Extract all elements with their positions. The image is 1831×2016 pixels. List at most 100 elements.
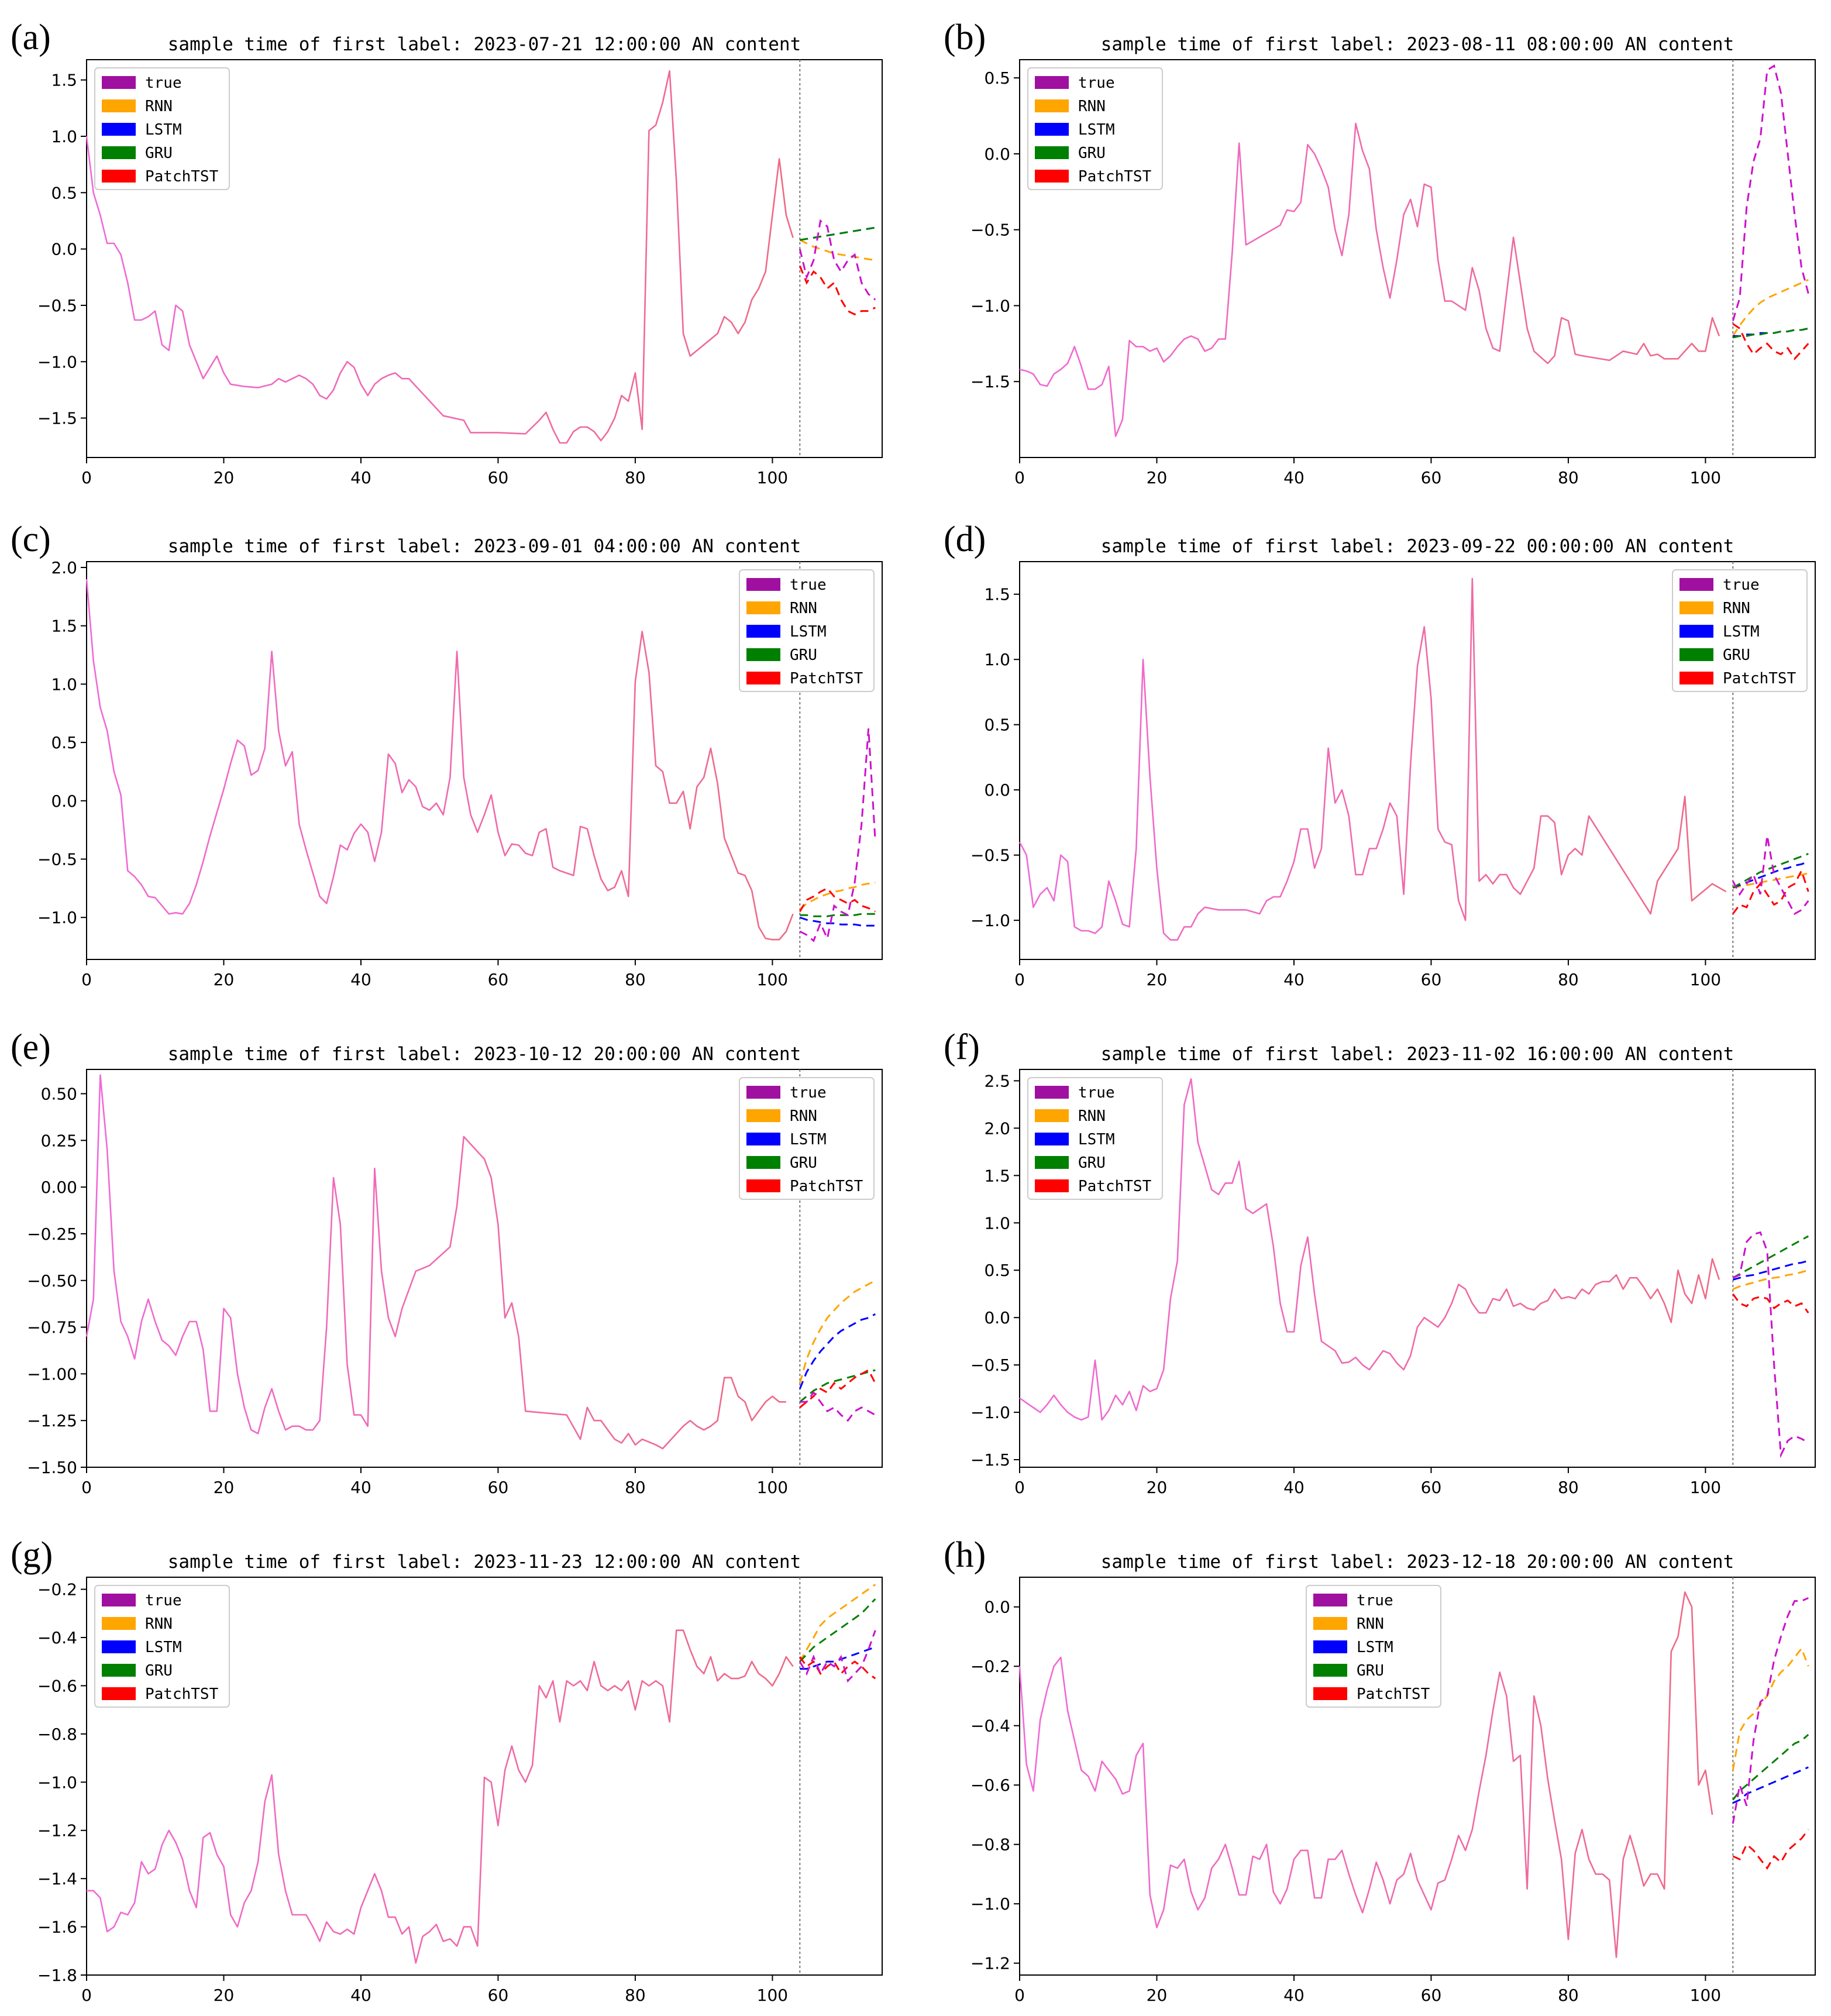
panel-c: (c) sample time of first label: 2023-09-0…	[11, 520, 883, 989]
y-tick-label: 0.50	[41, 1085, 77, 1104]
legend-swatch-rnn	[746, 601, 780, 614]
legend-swatch-true	[746, 1086, 780, 1099]
legend-label-rnn: RNN	[1078, 98, 1106, 115]
series-patchtst-line	[799, 887, 876, 913]
x-tick-label: 40	[350, 1986, 371, 2005]
axes-frame	[86, 59, 883, 458]
legend-swatch-patchtst	[1679, 672, 1713, 684]
legend-label-lstm: LSTM	[1078, 121, 1115, 139]
series-patchtst-line	[799, 1368, 876, 1408]
x-tick-label: 100	[757, 970, 788, 989]
x-tick-label: 40	[1283, 1478, 1305, 1497]
legend-label-gru: GRU	[145, 145, 173, 162]
series-true-line	[1732, 835, 1809, 916]
legend-label-rnn: RNN	[145, 1615, 173, 1633]
legend-label-lstm: LSTM	[1357, 1639, 1393, 1656]
history-line	[1018, 1591, 1713, 1958]
y-tick-label: −1.50	[27, 1458, 77, 1477]
series-patchtst-line	[1732, 323, 1809, 360]
legend-label-lstm: LSTM	[1723, 623, 1760, 641]
history-line	[1018, 577, 1727, 941]
y-tick-label: 0.0	[984, 145, 1010, 164]
legend-label-rnn: RNN	[1357, 1615, 1384, 1633]
y-tick-label: −0.6	[970, 1776, 1010, 1795]
y-tick-label: 1.5	[984, 1166, 1010, 1185]
x-tick-label: 20	[214, 1986, 235, 2005]
series-patchtst-line	[1732, 868, 1809, 914]
panel-f: (f) sample time of first label: 2023-11-0…	[944, 1027, 1816, 1497]
panel-label: (c)	[11, 520, 51, 559]
legend-label-patchtst: PatchTST	[790, 1178, 863, 1195]
y-tick-label: 0.0	[984, 1598, 1010, 1617]
legend-label-true: true	[145, 74, 182, 92]
y-tick-label: 0.5	[51, 733, 77, 752]
y-tick-label: 1.0	[51, 675, 77, 694]
y-tick-label: −0.25	[27, 1224, 77, 1244]
series-lstm-line	[800, 226, 876, 241]
y-tick-label: 1.5	[984, 585, 1010, 604]
series-true-line	[1732, 64, 1809, 321]
chart-title: sample time of first label: 2023-12-18 2…	[1101, 1551, 1734, 1573]
legend-swatch-gru	[102, 1664, 136, 1677]
chart-title: sample time of first label: 2023-10-12 2…	[168, 1044, 801, 1065]
series-gru-line	[1732, 1733, 1809, 1801]
y-tick-label: −0.8	[970, 1835, 1010, 1855]
series-lstm-line	[799, 1313, 876, 1389]
panel-label: (e)	[11, 1027, 51, 1067]
series-lstm-line	[1732, 861, 1809, 889]
x-tick-label: 0	[1014, 1986, 1025, 2005]
legend-label-lstm: LSTM	[145, 1639, 182, 1656]
history-line	[1019, 122, 1720, 438]
legend-swatch-gru	[746, 1156, 780, 1169]
series-gru-line	[1732, 853, 1809, 889]
legend-label-gru: GRU	[1078, 145, 1106, 162]
history-line	[85, 579, 794, 941]
legend-swatch-gru	[1313, 1664, 1347, 1677]
x-tick-label: 100	[757, 468, 788, 487]
y-tick-label: −1.0	[970, 911, 1010, 930]
y-tick-label: −1.5	[37, 409, 77, 428]
legend: true RNN LSTM GRU PatchTST	[94, 1585, 230, 1708]
legend-label-lstm: LSTM	[1078, 1131, 1115, 1148]
axes-frame	[86, 1069, 883, 1468]
y-tick-label: 1.5	[51, 617, 77, 636]
y-tick-label: −1.0	[970, 296, 1010, 315]
y-tick-label: −1.25	[27, 1411, 77, 1430]
legend-swatch-rnn	[102, 1617, 136, 1630]
x-tick-label: 60	[1421, 1478, 1442, 1497]
legend-swatch-patchtst	[746, 1179, 780, 1192]
y-tick-label: −0.4	[970, 1716, 1010, 1736]
legend-swatch-lstm	[746, 625, 780, 638]
x-tick-label: 20	[1147, 468, 1168, 487]
legend-swatch-lstm	[746, 1133, 780, 1145]
x-tick-label: 80	[1558, 1986, 1579, 2005]
x-tick-label: 100	[1690, 1986, 1721, 2005]
y-tick-label: −1.00	[27, 1364, 77, 1384]
legend-swatch-true	[746, 578, 780, 591]
legend-swatch-patchtst	[102, 170, 136, 183]
x-tick-label: 60	[488, 1986, 509, 2005]
legend-swatch-lstm	[1313, 1640, 1347, 1653]
y-tick-label: 0.00	[41, 1178, 77, 1197]
legend-label-patchtst: PatchTST	[1078, 168, 1152, 185]
x-tick-label: 100	[1690, 970, 1721, 989]
legend-swatch-patchtst	[1035, 170, 1069, 183]
x-tick-label: 80	[1558, 1478, 1579, 1497]
y-tick-label: −1.2	[970, 1954, 1010, 1973]
chart-title: sample time of first label: 2023-11-23 1…	[168, 1551, 801, 1573]
legend-label-true: true	[790, 576, 827, 594]
legend-swatch-gru	[746, 648, 780, 661]
y-tick-label: 1.0	[984, 650, 1010, 669]
panel-label: (a)	[11, 18, 51, 57]
axes-frame	[86, 561, 883, 960]
panel-label: (h)	[944, 1535, 986, 1575]
legend-swatch-lstm	[1035, 123, 1069, 136]
series-patchtst-line	[1732, 1293, 1809, 1313]
series-true-line	[799, 219, 876, 301]
y-tick-label: −1.5	[970, 372, 1010, 391]
legend-label-rnn: RNN	[1723, 600, 1750, 617]
x-tick-label: 0	[81, 1986, 92, 2005]
axes-frame	[1019, 59, 1816, 458]
legend-label-true: true	[1078, 74, 1115, 92]
legend-swatch-rnn	[1679, 601, 1713, 614]
